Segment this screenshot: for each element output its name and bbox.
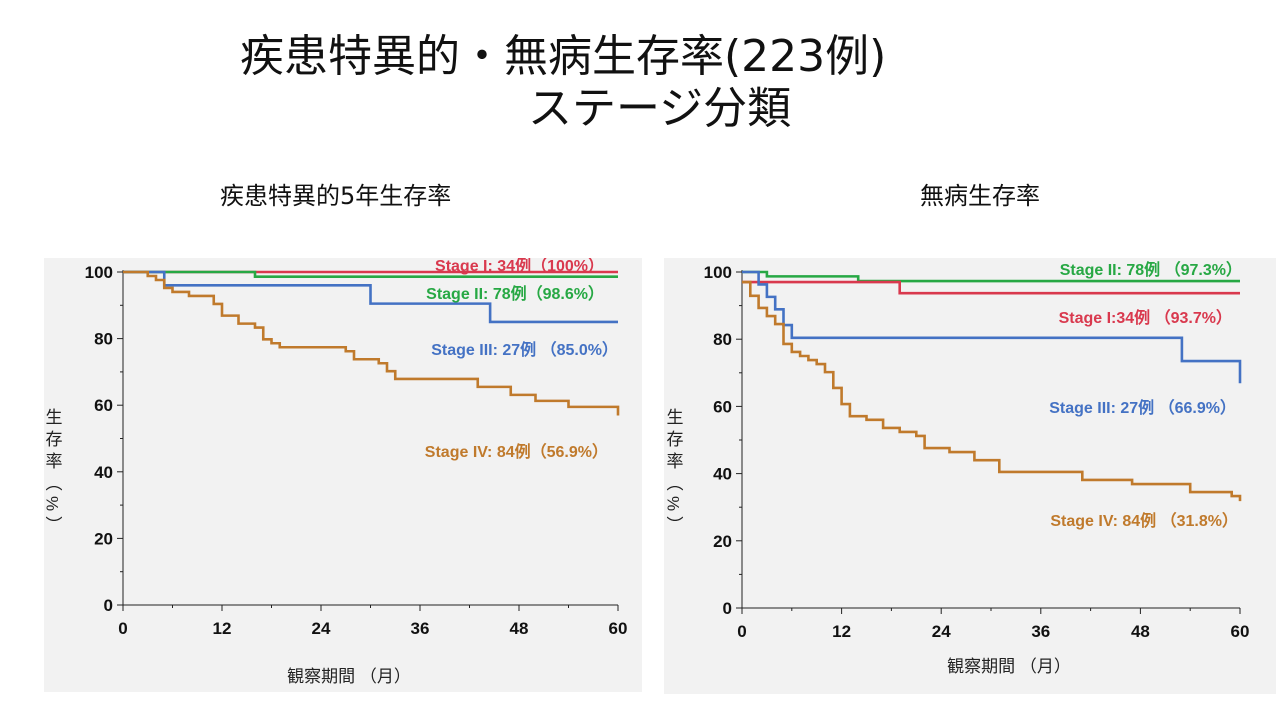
x-tick-label: 12 [213, 619, 232, 638]
x-tick-label: 48 [510, 619, 529, 638]
series-line-stage-iii [742, 270, 1242, 384]
y-tick-label: 0 [104, 596, 113, 615]
series-label-stage-iii: Stage III: 27例 （85.0%） [431, 340, 618, 359]
right-survival-chart: 0 20 40 60 80 100 0 12 24 36 48 60 観察期間 （月） 生存率（%） Sta… [664, 260, 1250, 676]
right-chart-title: 無病生存率 [920, 182, 1040, 210]
right-chart-panel: 0 20 40 60 80 100 0 12 24 36 48 60 観察期間 （月） 生存率（%） Sta… [664, 258, 1276, 694]
x-tick-label: 60 [1231, 622, 1250, 641]
left-chart-title: 疾患特異的5年生存率 [220, 182, 452, 210]
x-tick-label: 12 [832, 622, 851, 641]
y-tick-label: 60 [94, 396, 113, 415]
series-label-stage-ii: Stage II: 78例 （97.3%） [1060, 260, 1242, 279]
y-tick-label: 20 [94, 529, 113, 548]
slide-title-line2: ステージ分類 [528, 83, 792, 134]
series-label-stage-iv: Stage IV: 84例 （31.8%） [1050, 511, 1238, 530]
series-line-stage-i [742, 280, 1240, 295]
x-tick-label: 0 [737, 622, 746, 641]
series-line-stage-iii [123, 270, 618, 324]
x-tick-label: 24 [312, 619, 331, 638]
y-tick-label: 20 [713, 532, 732, 551]
x-tick-label: 0 [118, 619, 127, 638]
x-tick-label: 60 [609, 619, 628, 638]
y-tick-label: 100 [85, 263, 113, 282]
slide-title-line1: 疾患特異的・無病生存率(223例) [240, 31, 887, 82]
y-axis-label: 生存率（%） [664, 408, 683, 538]
series-label-stage-i: Stage I: 34例（100%） [435, 258, 604, 275]
y-tick-label: 40 [94, 463, 113, 482]
series-line-stage-iv [123, 270, 620, 416]
x-axis-label: 観察期間 （月） [287, 667, 411, 686]
series-label-stage-i: Stage I:34例 （93.7%） [1059, 308, 1232, 327]
y-tick-label: 80 [94, 330, 113, 349]
x-tick-label: 24 [932, 622, 951, 641]
series-label-stage-iii: Stage III: 27例 （66.9%） [1049, 398, 1236, 417]
chart-0: 0 20 40 60 80 100 0 12 24 36 48 60 観察期間 （月） 生存率（%） Sta… [43, 256, 628, 686]
series-line-stage-iv [742, 280, 1242, 502]
series-label-stage-iv: Stage IV: 84例（56.9%） [425, 442, 608, 461]
x-tick-label: 36 [411, 619, 430, 638]
x-tick-label: 48 [1131, 622, 1150, 641]
chart-1: 0 20 40 60 80 100 0 12 24 36 48 60 観察期間 （月） 生存率（%） Sta… [664, 260, 1250, 676]
series-label-stage-ii: Stage II: 78例（98.6%） [426, 284, 604, 303]
left-survival-chart: 0 20 40 60 80 100 0 12 24 36 48 60 観察期間 （月） 生存率（%） Sta… [43, 256, 628, 686]
y-tick-label: 100 [704, 263, 732, 282]
series-line-stage-ii [742, 270, 1240, 283]
left-chart-panel: 0 20 40 60 80 100 0 12 24 36 48 60 観察期間 （月） 生存率（%） Sta… [43, 256, 642, 692]
y-tick-label: 60 [713, 397, 732, 416]
x-axis-label: 観察期間 （月） [947, 657, 1071, 676]
y-axis-label: 生存率（%） [44, 408, 62, 538]
y-tick-label: 80 [713, 330, 732, 349]
x-tick-label: 36 [1031, 622, 1050, 641]
y-tick-label: 40 [713, 465, 732, 484]
y-tick-label: 0 [723, 599, 732, 618]
